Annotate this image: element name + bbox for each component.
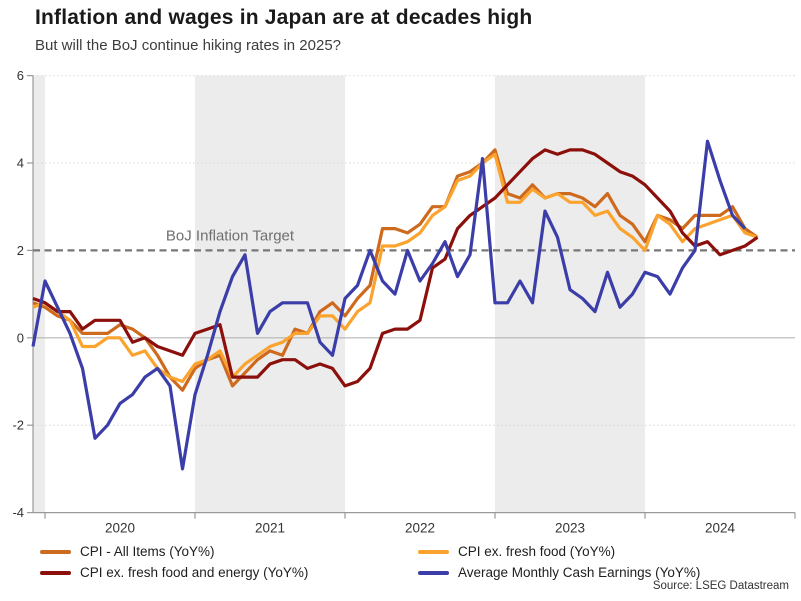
legend-label-cpi-ex-fresh-food: CPI ex. fresh food (YoY%) bbox=[458, 544, 616, 559]
series-line-0 bbox=[32, 148, 759, 392]
x-tick-label-2024: 2024 bbox=[705, 521, 736, 536]
shaded-band-2 bbox=[495, 75, 645, 513]
y-tick-label-6: 6 bbox=[17, 68, 24, 83]
x-tick-label-2022: 2022 bbox=[405, 521, 435, 536]
legend-swatch-cash-earnings bbox=[418, 570, 449, 575]
source-note: Source: LSEG Datastream bbox=[652, 580, 789, 592]
y-tick-label-0: 0 bbox=[17, 330, 24, 345]
legend-item-cpi-ex-fresh-food: CPI ex. fresh food (YoY%) bbox=[418, 544, 615, 559]
legend-swatch-cpi-ex-fresh-food bbox=[418, 549, 449, 554]
shaded-band-1 bbox=[195, 75, 345, 513]
legend-label-cash-earnings: Average Monthly Cash Earnings (YoY%) bbox=[458, 565, 701, 580]
x-tick-label-2021: 2021 bbox=[255, 521, 285, 536]
legend-label-cpi-all-items: CPI - All Items (YoY%) bbox=[80, 544, 215, 559]
chart-subtitle: But will the BoJ continue hiking rates i… bbox=[35, 37, 342, 54]
shaded-band-0 bbox=[33, 75, 45, 513]
legend-item-cpi-all-items: CPI - All Items (YoY%) bbox=[40, 544, 215, 559]
legend-swatch-cpi-ex-fresh-food-energy bbox=[40, 570, 71, 575]
series-line-2 bbox=[32, 148, 759, 388]
y-tick-label-4: 4 bbox=[17, 156, 24, 171]
y-tick-label--4: -4 bbox=[12, 505, 24, 520]
boj-target-label: BoJ Inflation Target bbox=[166, 227, 295, 244]
x-tick-label-2023: 2023 bbox=[555, 521, 585, 536]
legend-swatch-cpi-all-items bbox=[40, 549, 71, 554]
y-tick-label-2: 2 bbox=[17, 243, 24, 258]
series-line-1 bbox=[32, 152, 759, 384]
x-tick-label-2020: 2020 bbox=[105, 521, 135, 536]
legend-item-cpi-ex-fresh-food-energy: CPI ex. fresh food and energy (YoY%) bbox=[40, 565, 308, 580]
legend-label-cpi-ex-fresh-food-energy: CPI ex. fresh food and energy (YoY%) bbox=[80, 565, 309, 580]
chart-title: Inflation and wages in Japan are at deca… bbox=[35, 6, 533, 29]
legend-item-cash-earnings: Average Monthly Cash Earnings (YoY%) bbox=[418, 565, 700, 580]
y-tick-label--2: -2 bbox=[12, 418, 24, 433]
series-line-3 bbox=[31, 139, 747, 471]
